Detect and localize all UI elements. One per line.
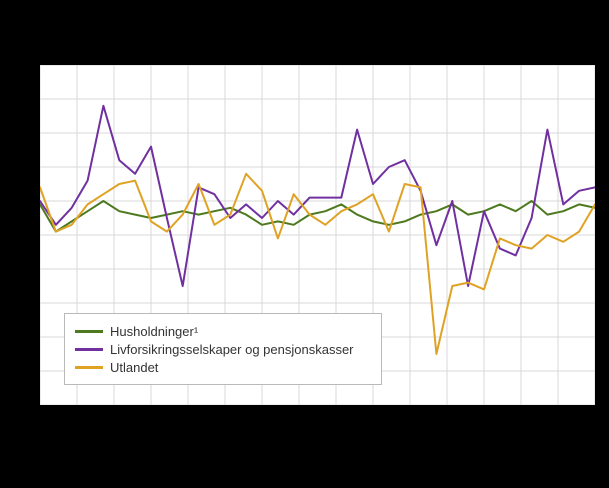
- legend-line-swatch-yellow: [75, 365, 103, 369]
- legend-item: Husholdninger¹: [75, 322, 371, 340]
- line-chart: [40, 65, 595, 405]
- plot-area: Husholdninger¹ Livforsikringsselskaper o…: [40, 65, 595, 405]
- legend: Husholdninger¹ Livforsikringsselskaper o…: [64, 313, 382, 385]
- legend-label: Utlandet: [110, 359, 159, 375]
- legend-label: Husholdninger¹: [110, 323, 199, 339]
- legend-label: Livforsikringsselskaper og pensjonskasse…: [110, 341, 354, 357]
- legend-item: Utlandet: [75, 358, 371, 376]
- legend-item: Livforsikringsselskaper og pensjonskasse…: [75, 340, 371, 358]
- legend-line-swatch-purple: [75, 347, 103, 351]
- legend-line-swatch-green: [75, 329, 103, 333]
